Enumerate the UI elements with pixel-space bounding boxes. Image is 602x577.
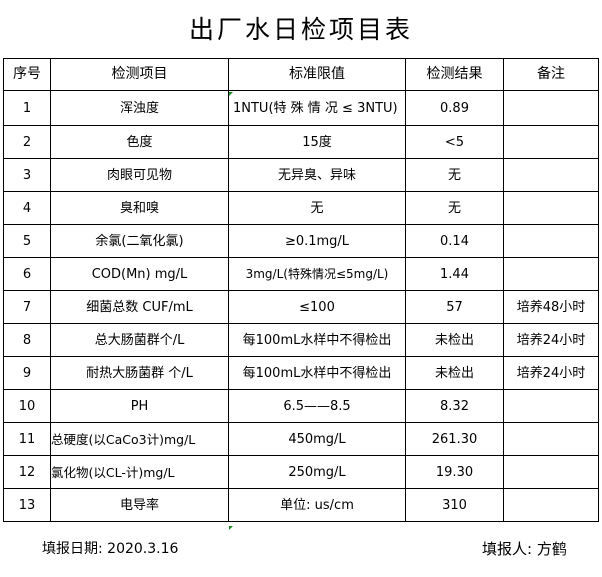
row-number-cell[interactable]: 10 bbox=[3, 389, 51, 423]
remark-cell[interactable] bbox=[503, 389, 599, 423]
row-number-cell[interactable]: 12 bbox=[3, 455, 51, 489]
table-row: 8 总大肠菌群个/L 每100mL水样中不得检出 未检出 培养24小时 bbox=[3, 323, 599, 357]
remark-cell[interactable] bbox=[503, 257, 599, 291]
test-result-cell[interactable]: 19.30 bbox=[405, 455, 504, 489]
remark-cell[interactable] bbox=[503, 224, 599, 258]
cell-comment-marker bbox=[229, 526, 233, 530]
row-number-cell[interactable]: 7 bbox=[3, 290, 51, 324]
standard-limit-cell[interactable]: 3mg/L(特殊情况≤5mg/L) bbox=[228, 257, 406, 291]
cell-comment-marker bbox=[229, 92, 233, 96]
test-item-cell[interactable]: 肉眼可见物 bbox=[50, 158, 229, 192]
remark-cell[interactable] bbox=[503, 488, 599, 522]
test-result-cell[interactable]: <5 bbox=[405, 125, 504, 159]
standard-limit-cell[interactable]: 每100mL水样中不得检出 bbox=[228, 356, 406, 390]
row-number-cell[interactable]: 1 bbox=[3, 90, 51, 126]
row-number-cell[interactable]: 13 bbox=[3, 488, 51, 522]
test-result-cell[interactable]: 310 bbox=[405, 488, 504, 522]
remark-cell[interactable] bbox=[503, 125, 599, 159]
test-result-cell[interactable]: 57 bbox=[405, 290, 504, 324]
test-result-cell[interactable]: 261.30 bbox=[405, 422, 504, 456]
test-result-cell[interactable]: 8.32 bbox=[405, 389, 504, 423]
test-item-cell[interactable]: 细菌总数 CUF/mL bbox=[50, 290, 229, 324]
remark-cell[interactable]: 培养24小时 bbox=[503, 323, 599, 357]
test-item-cell[interactable]: 电导率 bbox=[50, 488, 229, 522]
test-result-cell[interactable]: 0.14 bbox=[405, 224, 504, 258]
test-item-cell[interactable]: 色度 bbox=[50, 125, 229, 159]
table-row: 2 色度 15度 <5 bbox=[3, 125, 599, 159]
standard-limit-cell[interactable]: 450mg/L bbox=[228, 422, 406, 456]
test-item-cell[interactable]: PH bbox=[50, 389, 229, 423]
remark-cell[interactable]: 培养24小时 bbox=[503, 356, 599, 390]
page-title: 出厂水日检项目表 bbox=[188, 15, 413, 44]
fill-date: 填报日期: 2020.3.16 bbox=[42, 541, 179, 557]
table-row: 13 电导率 单位: us/cm 310 bbox=[3, 488, 599, 522]
row-number-cell[interactable]: 6 bbox=[3, 257, 51, 291]
reporter: 填报人: 方鹤 bbox=[482, 540, 567, 558]
test-item-cell[interactable]: 耐热大肠菌群 个/L bbox=[50, 356, 229, 390]
table-row: 3 肉眼可见物 无异臭、异味无 bbox=[3, 158, 599, 192]
row-number-cell[interactable]: 11 bbox=[3, 422, 51, 456]
table-header-row: 序号 检测项目 标准限值 检测结果 备注 bbox=[3, 58, 599, 91]
standard-limit-cell[interactable]: 无异臭、异味 bbox=[228, 158, 406, 192]
test-result-cell[interactable]: 未检出 bbox=[405, 356, 504, 390]
table-row: 12 氯化物(以CL-计)mg/L 250mg/L 19.30 bbox=[3, 455, 599, 489]
row-number-cell[interactable]: 3 bbox=[3, 158, 51, 192]
row-number-cell[interactable]: 2 bbox=[3, 125, 51, 159]
table-row: 4 臭和嗅无无 bbox=[3, 191, 599, 225]
remark-cell[interactable] bbox=[503, 455, 599, 489]
test-item-cell[interactable]: 余氯(二氧化氯) bbox=[50, 224, 229, 258]
remark-cell[interactable] bbox=[503, 191, 599, 225]
test-item-cell[interactable]: 氯化物(以CL-计)mg/L bbox=[50, 455, 229, 489]
test-result-cell[interactable]: 未检出 bbox=[405, 323, 504, 357]
test-item-cell[interactable]: 总硬度(以CaCo3计)mg/L bbox=[50, 422, 229, 456]
remark-cell[interactable] bbox=[503, 422, 599, 456]
test-result-cell[interactable]: 无 bbox=[405, 158, 504, 192]
row-number-cell[interactable]: 9 bbox=[3, 356, 51, 390]
test-item-cell[interactable]: 臭和嗅 bbox=[50, 191, 229, 225]
test-result-cell[interactable]: 无 bbox=[405, 191, 504, 225]
row-number-cell[interactable]: 5 bbox=[3, 224, 51, 258]
table-row: 9 耐热大肠菌群 个/L 每100mL水样中不得检出 未检出 培养24小时 bbox=[3, 356, 599, 390]
test-result-cell[interactable]: 1.44 bbox=[405, 257, 504, 291]
header-cell[interactable]: 标准限值 bbox=[228, 58, 406, 91]
header-cell[interactable]: 检测结果 bbox=[405, 58, 504, 91]
standard-limit-cell[interactable]: 6.5——8.5 bbox=[228, 389, 406, 423]
row-number-cell[interactable]: 8 bbox=[3, 323, 51, 357]
standard-limit-cell[interactable]: 250mg/L bbox=[228, 455, 406, 489]
header-cell[interactable]: 检测项目 bbox=[50, 58, 229, 91]
standard-limit-cell[interactable]: ≤100 bbox=[228, 290, 406, 324]
header-cell[interactable]: 备注 bbox=[503, 58, 599, 91]
table-row: 6 COD(Mn) mg/L 3mg/L(特殊情况≤5mg/L) 1.44 bbox=[3, 257, 599, 291]
test-item-cell[interactable]: 总大肠菌群个/L bbox=[50, 323, 229, 357]
row-number-cell[interactable]: 4 bbox=[3, 191, 51, 225]
standard-limit-cell[interactable]: ≥0.1mg/L bbox=[228, 224, 406, 258]
table-row: 11 总硬度(以CaCo3计)mg/L 450mg/L 261.30 bbox=[3, 422, 599, 456]
standard-limit-cell[interactable]: 每100mL水样中不得检出 bbox=[228, 323, 406, 357]
test-item-cell[interactable]: COD(Mn) mg/L bbox=[50, 257, 229, 291]
standard-limit-cell[interactable]: 无 bbox=[228, 191, 406, 225]
table-row: 10 PH 6.5——8.5 8.32 bbox=[3, 389, 599, 423]
table-row: 5 余氯(二氧化氯) ≥0.1mg/L 0.14 bbox=[3, 224, 599, 258]
table-row: 7 细菌总数 CUF/mL ≤100 57 培养48小时 bbox=[3, 290, 599, 324]
table-row: 1 浑浊度 1NTU(特 殊 情 况 ≤ 3NTU) 0.89 bbox=[3, 90, 599, 126]
standard-limit-cell[interactable]: 1NTU(特 殊 情 况 ≤ 3NTU) bbox=[228, 90, 406, 126]
inspection-table: 序号 检测项目 标准限值 检测结果 备注 1 浑浊度 1NTU(特 殊 情 况 ≤ … bbox=[3, 58, 599, 522]
remark-cell[interactable]: 培养48小时 bbox=[503, 290, 599, 324]
remark-cell[interactable] bbox=[503, 90, 599, 126]
standard-limit-cell[interactable]: 单位: us/cm bbox=[228, 488, 406, 522]
remark-cell[interactable] bbox=[503, 158, 599, 192]
test-result-cell[interactable]: 0.89 bbox=[405, 90, 504, 126]
standard-limit-cell[interactable]: 15度 bbox=[228, 125, 406, 159]
header-cell[interactable]: 序号 bbox=[3, 58, 51, 91]
test-item-cell[interactable]: 浑浊度 bbox=[50, 90, 229, 126]
